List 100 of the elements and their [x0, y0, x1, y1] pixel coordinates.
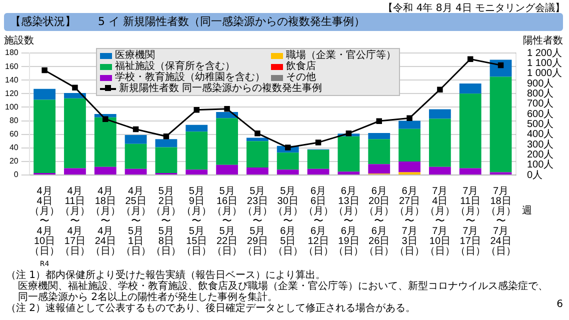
y-tick-label: 20: [9, 156, 19, 166]
bar: [398, 161, 420, 172]
bar: [428, 109, 451, 119]
bar: [155, 147, 178, 173]
x-tick-label: 6月6日（月）〜6月12日（日）: [303, 186, 334, 257]
chart-title: 【感染状況】 5 イ 新規陽性者数（同一感染源からの複数発生事例）: [4, 13, 563, 31]
bar: [155, 139, 178, 148]
legend-label: 学校・教育施設（幼稚園を含む）: [114, 72, 265, 83]
y-tick-label: 180: [4, 48, 19, 58]
bar: [428, 166, 451, 174]
legend-label: 職場（企業・官公庁等）: [285, 50, 396, 61]
x-tick-label: 7月18日（月）〜7月24日（日）: [486, 186, 516, 257]
text: 同一感染源から 2名以上の陽性者が発生した事例を集計。: [18, 292, 279, 303]
y-axis-title: 施設数: [4, 34, 34, 47]
legend-label: その他: [285, 72, 317, 83]
x-tick-label: 5月30日（月）〜6月5日（日）: [272, 186, 303, 257]
x-tick-label: 4月18日（月）〜4月24日（日）: [90, 186, 120, 257]
point: [376, 118, 382, 124]
y-tick-label: 40: [9, 143, 19, 152]
y2-tick-label: 200人: [526, 149, 554, 160]
bar: [398, 120, 420, 129]
legend-label: 福祉施設（保育所を含む）: [114, 61, 235, 72]
bar: [186, 124, 208, 132]
bar: [338, 136, 360, 172]
bar: [124, 135, 147, 144]
y-tick-label: 160: [4, 62, 19, 71]
y-tick-label: 100: [4, 102, 19, 112]
x-tick-label: 7月11日（月）〜7月17日（日）: [455, 186, 486, 257]
x-tick-label: 6月13日（月）〜6月19日（日）: [334, 186, 364, 257]
bar: [216, 164, 238, 174]
y2-tick-label: 600人: [526, 108, 554, 120]
point: [194, 107, 200, 113]
y2-tick-label: 1 100人: [526, 58, 562, 69]
bar: [276, 170, 299, 174]
point: [346, 130, 352, 136]
legend-label: 新規陽性者数 同一感染源からの複数発生事例: [118, 83, 324, 94]
y-tick-label: 140: [4, 75, 19, 84]
y2-tick-label: 1 000人: [526, 68, 562, 80]
point: [42, 67, 48, 74]
bar: [34, 88, 56, 100]
x-tick-label: 5月16日（月）〜5月22日（日）: [212, 186, 242, 257]
y2-tick-label: 500人: [526, 118, 554, 130]
x-tick-label: 5月2日（月）〜5月8日（日）: [151, 186, 182, 257]
bar: [186, 132, 208, 170]
bar: [368, 164, 390, 174]
bar: [64, 92, 86, 98]
x-tick-label: 4月4日（月）〜4月10日（日）: [30, 186, 60, 257]
x-tick-label: 4月11日（月）〜4月17日（日）: [60, 186, 90, 257]
text: 【令和 4年 8月 4日 モニタリング会議】: [383, 2, 565, 15]
bar: [246, 141, 268, 168]
legend-label: 飲食店: [285, 61, 317, 72]
point: [254, 130, 260, 136]
text: （注 1）都内保健所より受けた報告実績（報告日ベース）により算出。: [6, 270, 327, 281]
y2-tick-label: 700人: [526, 98, 554, 110]
bar: [94, 117, 116, 167]
x-tick-label: 5月23日（月）〜5月29日（日）: [242, 186, 272, 257]
y-tick-label: 0: [14, 170, 19, 180]
point: [102, 116, 108, 122]
point: [163, 133, 170, 140]
bar: [124, 144, 147, 169]
text: 医療機関、福祉施設、学校・教育施設、飲食店及び職場（企業・官公庁等）において、新型コロナウイルス感染症で、: [17, 281, 548, 292]
bar: [368, 139, 390, 164]
bar: [64, 98, 86, 168]
bar: [368, 132, 390, 140]
y2-tick-label: 1 200人: [526, 48, 562, 59]
bar: [398, 128, 420, 162]
x-tick-label: 7月4日（月）〜7月10日（日）: [424, 186, 455, 257]
x-axis-title: 週: [522, 206, 532, 217]
y2-tick-label: 300人: [526, 139, 554, 150]
point: [224, 106, 230, 112]
legend-label: 医療機関: [114, 50, 156, 61]
bar: [246, 168, 268, 174]
bar: [459, 168, 482, 174]
point: [315, 140, 322, 146]
y-tick-label: 80: [9, 116, 19, 125]
y2-tick-label: 900人: [526, 78, 554, 90]
bar: [307, 150, 330, 169]
bar: [459, 84, 482, 94]
bar: [338, 172, 360, 174]
text: 6: [556, 299, 563, 310]
point: [406, 115, 412, 121]
bar: [94, 166, 116, 174]
y2-tick-label: 100人: [526, 160, 554, 171]
bar: [216, 118, 238, 165]
bar: [307, 168, 330, 174]
y2-tick-label: 0人: [526, 170, 543, 181]
point: [467, 56, 474, 62]
bar: [186, 170, 208, 174]
bar: [428, 118, 451, 167]
bar: [246, 138, 268, 142]
bar: [124, 168, 147, 174]
x-tick-label: 5月9日（月）〜5月15日（日）: [182, 186, 212, 257]
x-tick-label: 6月27日（月）〜7月3日（日）: [394, 186, 425, 257]
x-tick-label: 4月25日（月）〜5月1日（日）: [120, 186, 151, 257]
bar: [490, 76, 512, 172]
y2-tick-label: 400人: [526, 129, 554, 140]
y2-axis-title: 陽性者数: [523, 34, 563, 47]
point: [437, 86, 443, 92]
text: （注 2）速報値として公表するものであり、後日確定データとして修正される場合がある。: [6, 303, 417, 314]
y-tick-label: 60: [9, 130, 19, 139]
